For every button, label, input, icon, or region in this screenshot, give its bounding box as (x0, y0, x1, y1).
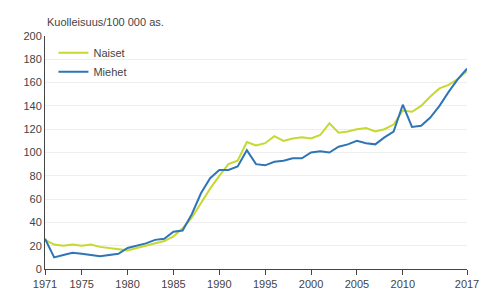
svg-text:1975: 1975 (69, 278, 93, 290)
svg-text:200: 200 (23, 30, 41, 42)
svg-text:100: 100 (23, 146, 41, 158)
svg-text:180: 180 (23, 53, 41, 65)
svg-text:80: 80 (30, 170, 42, 182)
svg-text:Naiset: Naiset (93, 47, 124, 59)
svg-text:1995: 1995 (253, 278, 277, 290)
svg-text:2017: 2017 (455, 278, 479, 290)
svg-text:20: 20 (30, 240, 42, 252)
svg-text:140: 140 (23, 100, 41, 112)
svg-text:2005: 2005 (345, 278, 369, 290)
svg-text:0: 0 (36, 263, 42, 275)
svg-text:Miehet: Miehet (93, 66, 126, 78)
svg-text:40: 40 (30, 216, 42, 228)
svg-text:60: 60 (30, 193, 42, 205)
svg-text:Kuolleisuus/100 000 as.: Kuolleisuus/100 000 as. (47, 16, 164, 28)
svg-text:1990: 1990 (207, 278, 231, 290)
svg-text:2000: 2000 (299, 278, 323, 290)
svg-text:1971: 1971 (33, 278, 57, 290)
svg-text:120: 120 (23, 123, 41, 135)
svg-text:160: 160 (23, 76, 41, 88)
svg-text:2010: 2010 (391, 278, 415, 290)
svg-text:1985: 1985 (161, 278, 185, 290)
svg-text:1980: 1980 (115, 278, 139, 290)
